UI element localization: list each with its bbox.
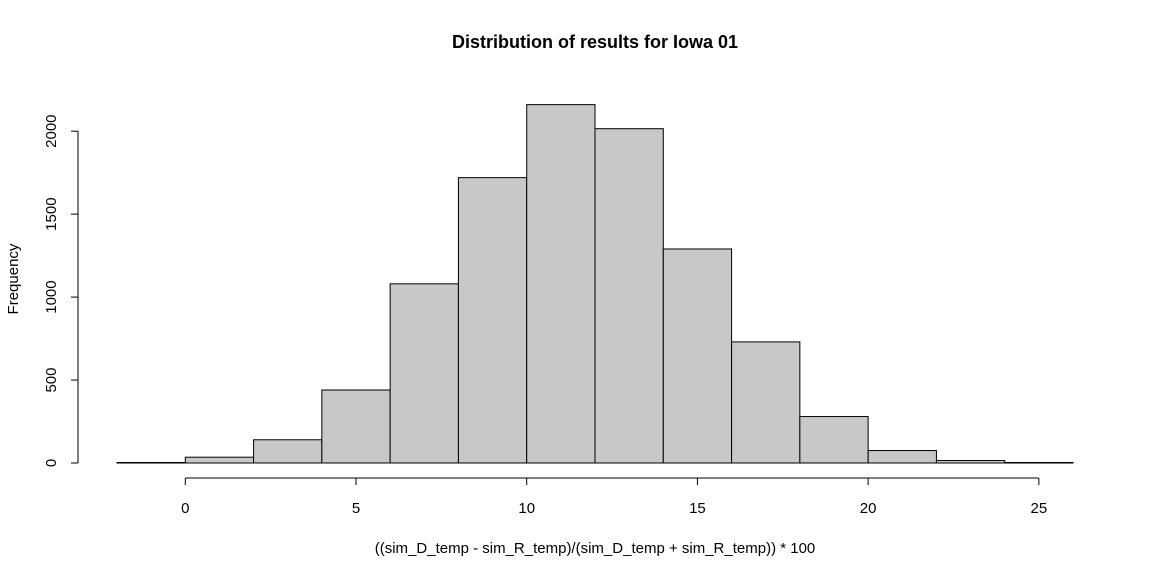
x-axis: 0 5 10 15 20 25 <box>181 477 1048 517</box>
histogram-bar <box>321 389 391 464</box>
y-axis: 0 500 1000 1500 2000 <box>43 114 79 467</box>
histogram-bar <box>935 460 1006 464</box>
histogram-bar <box>594 128 664 464</box>
histogram-bar <box>731 341 801 464</box>
histogram-bar <box>116 462 186 464</box>
y-tick-label: 2000 <box>43 114 60 147</box>
y-tick-label: 500 <box>43 368 60 393</box>
y-axis-label: Frequency <box>5 243 22 314</box>
x-tick-label: 0 <box>181 500 189 517</box>
y-tick-label: 1500 <box>43 197 60 230</box>
histogram-bar <box>184 456 255 464</box>
histogram-bar <box>253 439 323 464</box>
y-tick-label: 1000 <box>43 280 60 313</box>
histogram-bar <box>867 450 937 464</box>
x-tick-label: 15 <box>689 500 706 517</box>
histogram-bar <box>457 177 528 464</box>
x-tick-label: 5 <box>352 500 360 517</box>
histogram-bar <box>526 104 596 464</box>
x-tick-label: 20 <box>860 500 877 517</box>
histogram-bar <box>799 416 869 464</box>
x-tick-label: 25 <box>1031 500 1048 517</box>
histogram-bar <box>389 283 459 464</box>
x-tick-label: 10 <box>518 500 535 517</box>
bars-group <box>116 104 1074 464</box>
y-tick-label: 0 <box>43 459 60 467</box>
histogram-bar <box>662 248 733 464</box>
chart-title: Distribution of results for Iowa 01 <box>452 32 738 52</box>
x-axis-label: ((sim_D_temp - sim_R_temp)/(sim_D_temp +… <box>375 540 816 557</box>
histogram-bar <box>1004 462 1074 464</box>
